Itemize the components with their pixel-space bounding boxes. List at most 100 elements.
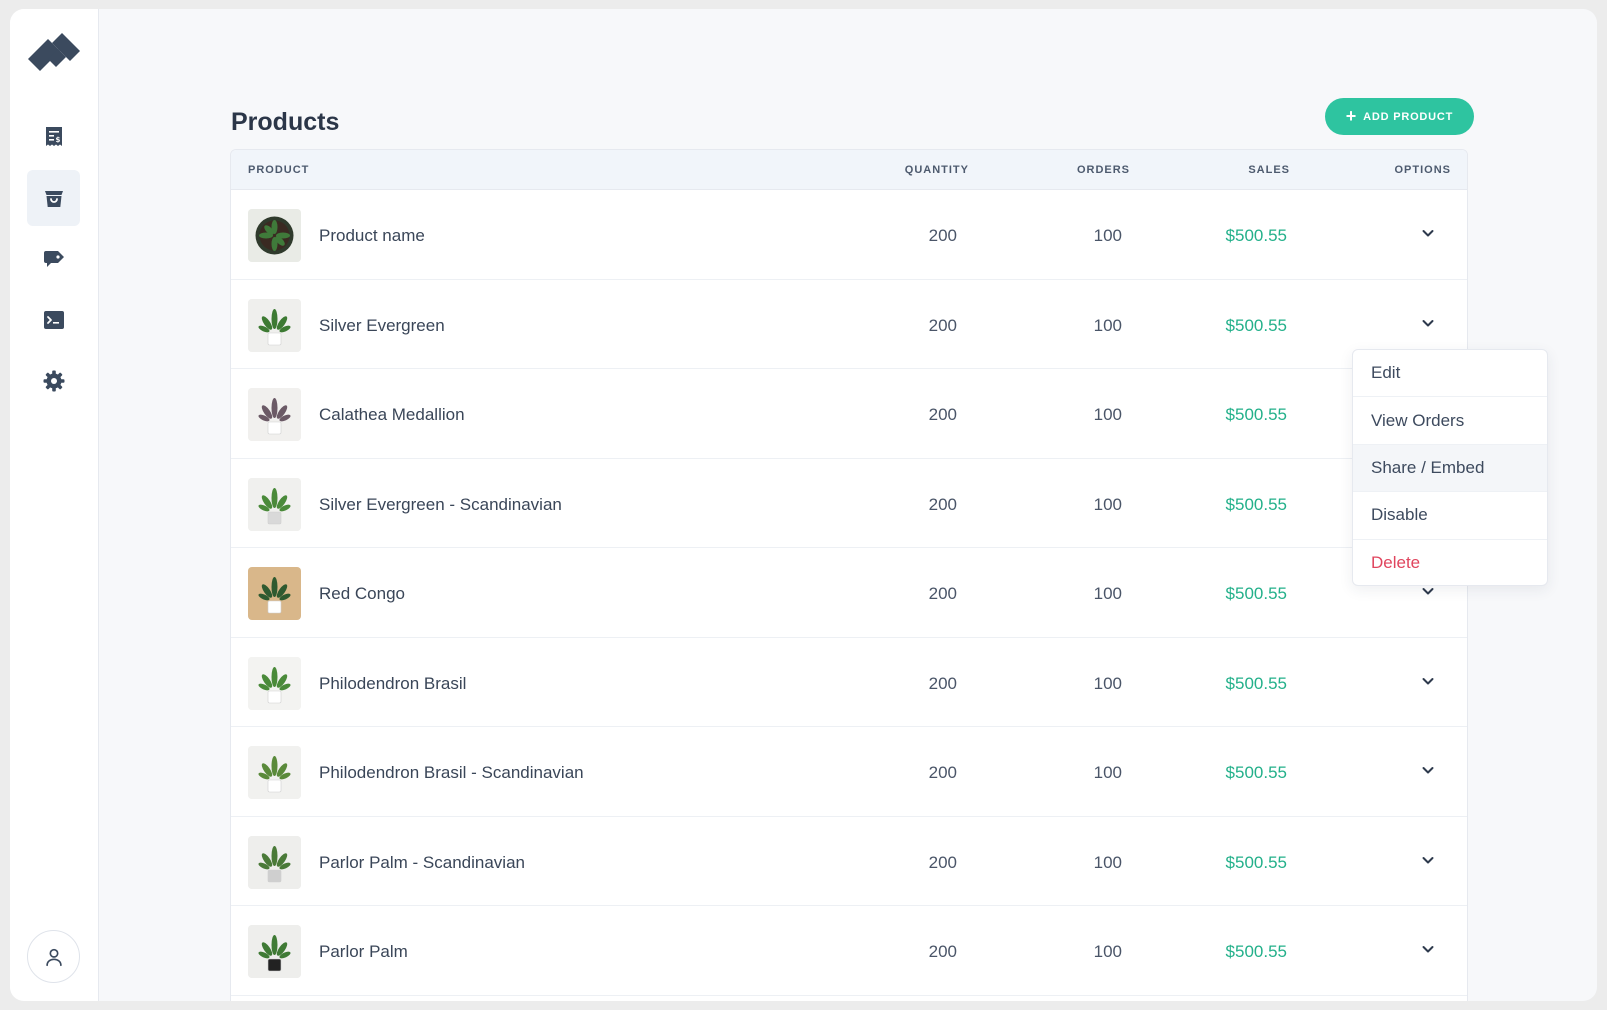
chevron-down-icon	[1422, 588, 1434, 595]
product-quantity: 200	[928, 584, 957, 603]
table-row[interactable]: Parlor Palm - Scandinavian 200 100 $500.…	[231, 817, 1467, 906]
add-product-label: ADD PRODUCT	[1363, 110, 1454, 123]
product-quantity: 200	[928, 852, 957, 872]
table-row[interactable]: Silver Evergreen 200 100 $500.55	[231, 280, 1467, 369]
product-thumbnail	[248, 925, 301, 978]
product-orders: 100	[1093, 584, 1122, 603]
menu-item-disable[interactable]: Disable	[1353, 492, 1547, 540]
plus-icon: +	[1345, 105, 1358, 126]
product-sales: $500.55	[1225, 763, 1287, 782]
table-row[interactable]: Parlor Palm 200 100 $500.55	[231, 906, 1467, 996]
sidebar-item-settings[interactable]	[27, 353, 80, 409]
product-sales: $500.55	[1225, 226, 1287, 245]
product-name[interactable]: Parlor Palm	[319, 942, 408, 961]
product-thumbnail	[248, 477, 301, 531]
sidebar-item-developer[interactable]	[27, 292, 80, 348]
product-name[interactable]: Philodendron Brasil	[319, 673, 467, 693]
table-body: Product name 200 100 $500.55 Silver Ever…	[231, 190, 1467, 996]
table-row[interactable]: Silver Evergreen - Scandinavian 200 100 …	[231, 459, 1467, 548]
app-window: $	[10, 9, 1597, 1001]
product-sales: $500.55	[1225, 405, 1287, 424]
table-row[interactable]: Red Congo 200 100 $500.55	[231, 548, 1467, 638]
column-header-sales[interactable]: SALES	[1248, 164, 1290, 176]
brand-logo-icon[interactable]	[26, 33, 82, 75]
menu-item-edit[interactable]: Edit	[1353, 350, 1547, 398]
product-quantity: 200	[928, 226, 957, 245]
product-orders: 100	[1093, 226, 1122, 245]
chevron-down-icon	[1422, 677, 1434, 684]
table-row[interactable]: Philodendron Brasil - Scandinavian 200 1…	[231, 727, 1467, 817]
menu-item-view-orders[interactable]: View Orders	[1353, 397, 1547, 445]
product-thumbnail	[248, 388, 301, 441]
product-sales: $500.55	[1225, 315, 1287, 335]
product-sales: $500.55	[1225, 494, 1287, 514]
product-sales: $500.55	[1225, 852, 1287, 872]
menu-item-share-embed[interactable]: Share / Embed	[1353, 444, 1547, 493]
product-orders: 100	[1093, 405, 1122, 424]
product-name[interactable]: Silver Evergreen	[319, 315, 445, 335]
product-thumbnail	[248, 298, 301, 352]
sidebar-item-products[interactable]	[27, 170, 80, 226]
chevron-down-icon	[1422, 230, 1434, 237]
product-orders: 100	[1093, 494, 1122, 514]
add-product-button[interactable]: + ADD PRODUCT	[1325, 98, 1474, 135]
table-header: PRODUCT QUANTITY ORDERS SALES OPTIONS	[231, 150, 1467, 190]
product-quantity: 200	[928, 315, 957, 335]
chevron-down-icon	[1422, 319, 1434, 326]
product-name[interactable]: Silver Evergreen - Scandinavian	[319, 494, 562, 514]
product-name[interactable]: Calathea Medallion	[319, 405, 465, 424]
sidebar-item-invoices[interactable]: $	[27, 109, 80, 165]
chevron-down-icon	[1422, 767, 1434, 774]
svg-text:$: $	[55, 136, 60, 144]
options-toggle-button[interactable]	[1415, 936, 1441, 962]
column-header-product[interactable]: PRODUCT	[248, 164, 310, 176]
product-name[interactable]: Red Congo	[319, 584, 406, 603]
options-toggle-button[interactable]	[1415, 668, 1441, 694]
tag-icon	[43, 251, 64, 267]
page-title: Products	[231, 108, 340, 136]
product-sales: $500.55	[1225, 584, 1287, 603]
sidebar-item-discounts[interactable]	[27, 231, 80, 287]
user-avatar-button[interactable]	[27, 930, 80, 983]
options-toggle-button[interactable]	[1415, 310, 1441, 336]
table-row[interactable]: Philodendron Brasil 200 100 $500.55	[231, 638, 1467, 727]
main-content: Products + ADD PRODUCT PRODUCT QUANTITY …	[100, 9, 1597, 1001]
product-thumbnail	[248, 746, 301, 799]
options-toggle-button[interactable]	[1415, 220, 1441, 246]
product-orders: 100	[1093, 763, 1122, 782]
column-header-options: OPTIONS	[1394, 164, 1451, 176]
product-name[interactable]: Philodendron Brasil - Scandinavian	[319, 763, 584, 782]
product-quantity: 200	[928, 494, 957, 514]
product-sales: $500.55	[1225, 673, 1287, 693]
table-row[interactable]: Product name 200 100 $500.55	[231, 190, 1467, 280]
product-name[interactable]: Parlor Palm - Scandinavian	[319, 852, 525, 872]
options-toggle-button[interactable]	[1415, 847, 1441, 873]
user-icon	[45, 948, 62, 966]
column-header-quantity[interactable]: QUANTITY	[904, 164, 969, 176]
product-quantity: 200	[928, 763, 957, 782]
product-orders: 100	[1093, 315, 1122, 335]
terminal-icon	[43, 311, 64, 329]
options-dropdown-menu: Edit View Orders Share / Embed Disable D…	[1352, 349, 1548, 586]
product-quantity: 200	[928, 405, 957, 424]
sidebar: $	[10, 9, 99, 1001]
product-sales: $500.55	[1225, 942, 1287, 961]
product-thumbnail	[248, 835, 301, 889]
product-quantity: 200	[928, 942, 957, 961]
column-header-orders[interactable]: ORDERS	[1076, 164, 1130, 176]
product-name[interactable]: Product name	[319, 226, 425, 245]
menu-item-delete[interactable]: Delete	[1371, 553, 1421, 573]
product-thumbnail	[248, 567, 301, 620]
product-thumbnail	[248, 209, 301, 262]
product-orders: 100	[1093, 852, 1122, 872]
chevron-down-icon	[1422, 946, 1434, 953]
receipt-icon: $	[45, 127, 62, 146]
gear-icon	[43, 370, 64, 392]
product-thumbnail	[248, 656, 301, 710]
chevron-down-icon	[1422, 856, 1434, 863]
options-toggle-button[interactable]	[1415, 757, 1441, 783]
product-orders: 100	[1093, 942, 1122, 961]
table-row[interactable]: Calathea Medallion 200 100 $500.55	[231, 369, 1467, 459]
products-table: PRODUCT QUANTITY ORDERS SALES OPTIONS Pr…	[230, 149, 1468, 1001]
options-toggle-button[interactable]	[1415, 578, 1441, 604]
